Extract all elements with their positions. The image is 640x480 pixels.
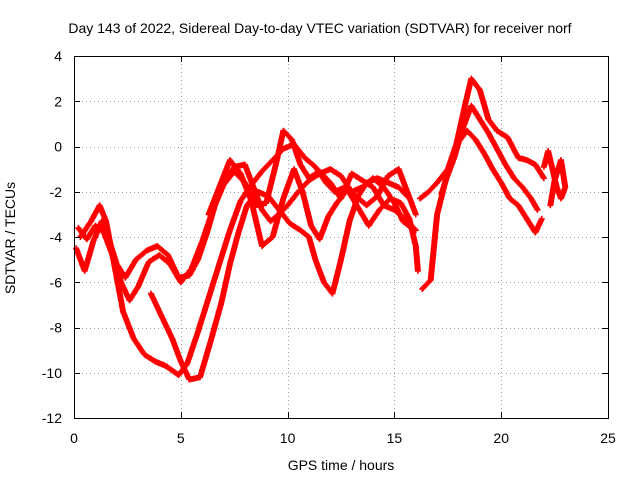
x-tick-label: 20 (493, 430, 509, 446)
data-point-markers (417, 75, 547, 202)
series-track-6 (419, 102, 541, 292)
data-point-markers (419, 102, 541, 292)
y-tick-label: -2 (50, 184, 63, 200)
data-points (73, 75, 569, 383)
series-track-3 (77, 141, 419, 378)
y-tick-label: -6 (50, 274, 63, 290)
series-track-9 (540, 148, 569, 209)
x-tick-label: 5 (177, 430, 185, 446)
y-tick-label: -4 (50, 229, 63, 245)
y-axis-label: SDTVAR / TECUs (2, 181, 18, 295)
data-point-markers (77, 141, 419, 378)
series-track-7 (417, 75, 547, 202)
grid (74, 56, 608, 418)
x-tick-label: 0 (70, 430, 78, 446)
series-track-5 (205, 157, 421, 274)
x-axis-label: GPS time / hours (287, 457, 395, 473)
y-tick-label: -10 (42, 365, 62, 381)
x-tick-label: 25 (600, 430, 616, 446)
y-tick-label: -12 (42, 410, 62, 426)
data-point-markers (205, 157, 421, 274)
data-point-markers (438, 127, 545, 236)
y-tick-label: 0 (54, 139, 62, 155)
y-tick-labels: -12 -10 -8 -6 -4 -2 0 2 4 (42, 48, 62, 426)
series-track-8 (438, 127, 545, 236)
chart-title: Day 143 of 2022, Sidereal Day-to-day VTE… (68, 20, 572, 36)
y-tick-label: 2 (54, 93, 62, 109)
x-tick-labels: 0 5 10 15 20 25 (70, 430, 616, 446)
axis-ticks (74, 56, 609, 419)
x-tick-label: 10 (280, 430, 296, 446)
x-tick-label: 15 (387, 430, 403, 446)
y-tick-label: -8 (50, 320, 63, 336)
y-tick-label: 4 (54, 48, 62, 64)
data-point-markers (540, 148, 569, 209)
